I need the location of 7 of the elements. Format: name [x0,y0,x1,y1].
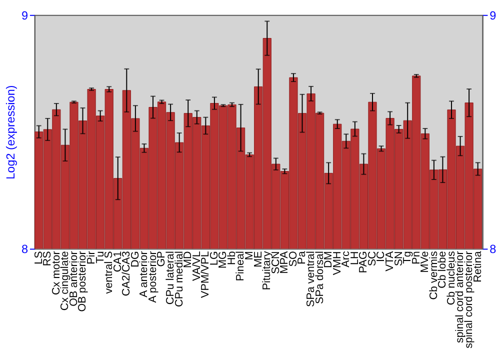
x-tick-label: RS [42,251,54,266]
y2-tick-label: 8 [490,243,497,256]
x-tick-label: VTA [384,250,396,272]
y2-tick-label: 9 [490,9,496,22]
x-tick-label: Tg [402,251,414,264]
x-tick-label: A posterior [146,250,159,303]
y-axis-title: Log2 (expression) [4,85,18,180]
